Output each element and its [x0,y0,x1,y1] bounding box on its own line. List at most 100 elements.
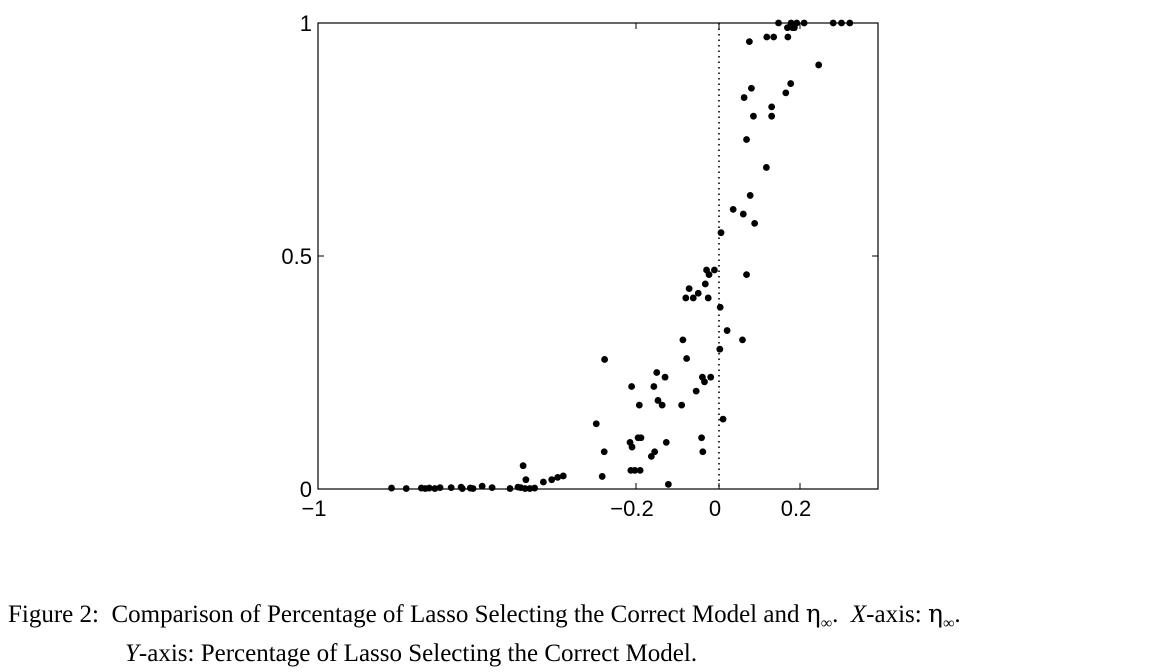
data-point [519,462,527,470]
data-point [631,466,639,474]
y-tick-label: 0 [300,477,312,502]
y-axis-suffix: -axis: [138,640,195,667]
eta-symbol: η [805,599,821,628]
data-point [685,285,693,293]
data-point [636,466,644,474]
data-point [628,383,636,390]
data-point [699,448,707,456]
data-point [729,206,737,213]
caption-prefix: Figure 2: [8,601,99,628]
scatter-chart: −1 −0.2 0 0.2 0 0.5 1 [281,11,879,521]
data-point [739,210,747,218]
data-point [548,476,556,484]
data-point [683,355,691,362]
data-point [701,280,709,288]
axis-ticks [317,22,878,490]
data-point [506,485,514,492]
data-point [469,485,477,492]
data-point [678,401,686,409]
data-point [402,485,410,492]
caption-period-2: . [954,601,961,628]
data-point [478,482,486,490]
eta-subscript: ∞ [820,615,833,632]
data-point [782,89,790,97]
data-point [746,192,754,199]
data-point [701,378,708,386]
data-point [628,443,636,451]
data-point [592,420,600,428]
data-point [763,33,771,41]
data-point [650,383,658,390]
eta-subscript-2: ∞ [942,615,955,632]
data-point [662,439,670,446]
caption-text: Comparison of Percentage of Lasso Select… [111,601,800,628]
data-point [698,434,705,442]
data-point [661,373,669,381]
data-point [600,448,608,456]
eta-symbol-2: η [927,599,943,628]
data-point [436,484,444,492]
data-point [458,485,466,492]
y-axis-letter: Y [125,640,139,667]
data-point [554,473,562,481]
data-point [750,112,757,120]
data-point [651,448,659,456]
data-point [815,61,823,69]
data-point [784,33,792,41]
data-point [743,271,750,279]
caption-line-2-text: Percentage of Lasso Selecting the Correc… [200,640,698,667]
data-point [775,19,782,27]
data-point [488,484,496,492]
data-point [787,80,795,87]
y-tick-label: 0.5 [281,244,312,269]
x-tick-label: 0.2 [781,496,812,521]
data-point [425,484,433,492]
data-point [539,478,547,486]
data-point [716,303,724,311]
data-point [522,476,530,484]
x-tick-label: 0 [709,496,721,521]
data-point [719,415,727,423]
data-point [705,271,713,279]
data-point [654,397,662,404]
data-point [388,484,395,492]
data-point [707,373,715,381]
data-point [793,19,801,27]
data-point [800,19,808,27]
data-point [745,38,753,46]
data-point [829,19,837,27]
figure-caption: Figure 2: Comparison of Percentage of La… [8,596,1158,672]
data-point [751,219,759,227]
data-point [635,401,643,409]
caption-line-1: Figure 2: Comparison of Percentage of La… [8,596,1158,636]
data-point [748,84,755,92]
data-point [689,294,697,302]
data-point [768,112,776,120]
data-point [716,345,724,353]
data-point [723,327,731,334]
data-point [664,480,672,488]
data-point [770,33,778,41]
data-point [694,289,702,297]
x-axis-suffix: -axis: [866,601,922,628]
data-point [601,356,608,363]
data-point [838,19,845,27]
data-point [739,336,746,344]
data-point [711,266,718,274]
data-point [531,484,539,492]
data-point [762,164,770,171]
data-point [658,401,666,409]
data-point [598,473,606,480]
data-point [521,485,529,492]
caption-period-1: . [832,601,839,628]
data-point [447,484,455,492]
x-tick-label: −1 [301,496,326,521]
plot-frame [317,22,879,490]
data-point [653,369,661,376]
tick-labels: −1 −0.2 0 0.2 0 0.5 1 [281,11,811,521]
data-point [682,294,690,302]
data-point [717,229,725,237]
data-point [743,136,750,143]
x-tick-label: −0.2 [610,496,653,521]
data-point [846,19,854,27]
